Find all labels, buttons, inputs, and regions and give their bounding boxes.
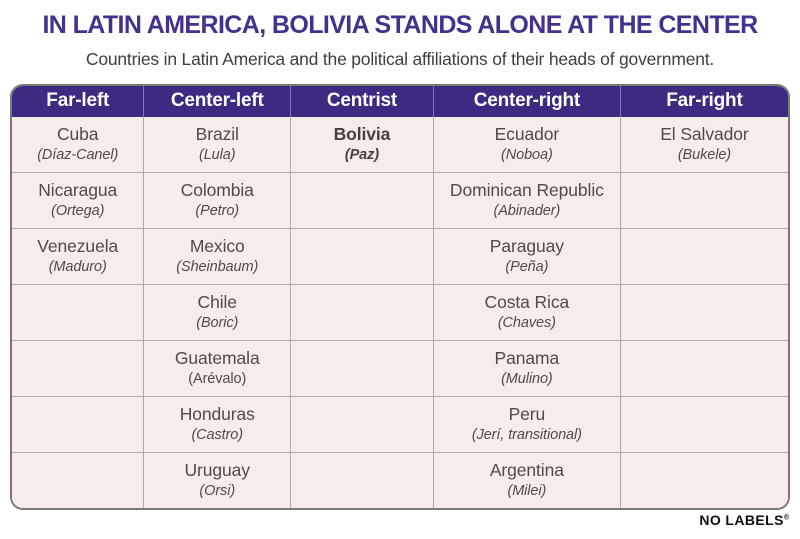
column-header-center-left: Center-left — [143, 86, 291, 117]
country-name: Mexico — [189, 236, 245, 257]
leader-name: (Chaves) — [497, 315, 556, 332]
country-name: Honduras — [179, 404, 255, 425]
header-row: Far-left Center-left Centrist Center-right F… — [12, 86, 788, 117]
leader-name: (Abinader) — [493, 203, 561, 220]
country-name: Cuba — [56, 124, 99, 145]
cell-colombia: Colombia (Petro) — [143, 172, 292, 229]
cell-costa-rica: Costa Rica (Chaves) — [432, 284, 621, 341]
leader-name: (Castro) — [191, 427, 244, 444]
cell-empty — [619, 452, 788, 508]
country-name: Guatemala — [174, 348, 260, 369]
table-row: Chile (Boric) Costa Rica (Chaves) — [12, 284, 788, 341]
cell-ecuador: Ecuador (Noboa) — [432, 117, 621, 173]
leader-name: (Petro) — [195, 203, 240, 220]
cell-bolivia: Bolivia (Paz) — [290, 117, 434, 173]
column-header-centrist: Centrist — [290, 86, 434, 117]
cell-dominican-republic: Dominican Republic (Abinader) — [432, 172, 621, 229]
table-row: Nicaragua (Ortega) Colombia (Petro) Dominica… — [12, 172, 788, 229]
table-row: Honduras (Castro) Peru (Jerí, transitional) — [12, 396, 788, 453]
country-name: Chile — [197, 292, 237, 313]
cell-venezuela: Venezuela (Maduro) — [12, 228, 145, 285]
affiliation-table: Far-left Center-left Centrist Center-right F… — [12, 86, 788, 508]
cell-empty — [619, 396, 788, 453]
leader-name: (Bukele) — [677, 147, 732, 164]
cell-empty — [619, 340, 788, 397]
country-name: Colombia — [180, 180, 254, 201]
page-subtitle: Countries in Latin America and the polit… — [85, 49, 715, 69]
country-name: Venezuela — [37, 236, 119, 257]
cell-honduras: Honduras (Castro) — [143, 396, 292, 453]
cell-peru: Peru (Jerí, transitional) — [432, 396, 621, 453]
cell-argentina: Argentina (Milei) — [432, 452, 621, 508]
leader-name: (Lula) — [198, 147, 236, 164]
cell-empty — [619, 284, 788, 341]
cell-empty — [290, 340, 434, 397]
table-row: Venezuela (Maduro) Mexico (Sheinbaum) Paragu… — [12, 228, 788, 285]
leader-name: (Peña) — [505, 259, 549, 276]
country-name: Dominican Republic — [449, 180, 604, 201]
country-name: Brazil — [195, 124, 239, 145]
leader-name: (Noboa) — [501, 147, 553, 164]
cell-paraguay: Paraguay (Peña) — [432, 228, 621, 285]
leader-name: (Maduro) — [48, 259, 107, 276]
column-header-far-left: Far-left — [12, 86, 144, 117]
country-name: Costa Rica — [484, 292, 570, 313]
cell-brazil: Brazil (Lula) — [143, 117, 292, 173]
table-row: Uruguay (Orsi) Argentina (Milei) — [12, 452, 788, 508]
cell-panama: Panama (Mulino) — [432, 340, 621, 397]
cell-nicaragua: Nicaragua (Ortega) — [12, 172, 145, 229]
cell-empty — [619, 228, 788, 285]
cell-empty — [12, 284, 145, 341]
cell-empty — [290, 396, 434, 453]
cell-mexico: Mexico (Sheinbaum) — [143, 228, 292, 285]
cell-empty — [290, 284, 434, 341]
cell-empty — [12, 452, 145, 508]
cell-empty — [290, 452, 434, 508]
table-body: Cuba (Díaz-Canel) Brazil (Lula) Bolivia (Paz)… — [12, 117, 788, 508]
country-name: Nicaragua — [38, 180, 118, 201]
column-header-far-right: Far-right — [619, 86, 788, 117]
brand-logo: NO LABELS® — [0, 512, 789, 528]
leader-name: (Boric) — [196, 315, 239, 332]
country-name: Ecuador — [494, 124, 560, 145]
cell-empty — [12, 340, 145, 397]
country-name: El Salvador — [660, 124, 749, 145]
cell-chile: Chile (Boric) — [143, 284, 292, 341]
leader-name: (Mulino) — [501, 371, 553, 388]
leader-name: (Paz) — [344, 147, 380, 164]
cell-empty — [12, 396, 145, 453]
country-name: Uruguay — [184, 460, 251, 481]
country-name: Peru — [508, 404, 546, 425]
table-header: Far-left Center-left Centrist Center-right F… — [12, 86, 788, 117]
cell-uruguay: Uruguay (Orsi) — [143, 452, 292, 508]
registered-trademark-icon: ® — [783, 514, 789, 522]
leader-name: (Arévalo) — [188, 371, 247, 388]
page-title: IN LATIN AMERICA, BOLIVIA STANDS ALONE A… — [42, 11, 758, 39]
leader-name: (Díaz-Canel) — [37, 147, 119, 164]
leader-name: (Ortega) — [51, 203, 105, 220]
country-name: Bolivia — [333, 124, 391, 145]
column-header-center-right: Center-right — [432, 86, 621, 117]
table-row: Cuba (Díaz-Canel) Brazil (Lula) Bolivia (Paz)… — [12, 117, 788, 173]
brand-name: NO LABELS — [699, 512, 784, 528]
country-name: Argentina — [489, 460, 564, 481]
cell-empty — [290, 172, 434, 229]
cell-cuba: Cuba (Díaz-Canel) — [12, 117, 145, 173]
leader-name: (Jerí, transitional) — [471, 427, 582, 444]
leader-name: (Orsi) — [199, 483, 236, 500]
cell-empty — [619, 172, 788, 229]
leader-name: (Sheinbaum) — [176, 259, 259, 276]
table-row: Guatemala (Arévalo) Panama (Mulino) — [12, 340, 788, 397]
leader-name: (Milei) — [507, 483, 547, 500]
country-name: Panama — [494, 348, 560, 369]
country-name: Paraguay — [489, 236, 564, 257]
cell-guatemala: Guatemala (Arévalo) — [143, 340, 292, 397]
cell-empty — [290, 228, 434, 285]
affiliation-table-container: Far-left Center-left Centrist Center-right F… — [10, 84, 790, 510]
cell-el-salvador: El Salvador (Bukele) — [619, 117, 788, 173]
